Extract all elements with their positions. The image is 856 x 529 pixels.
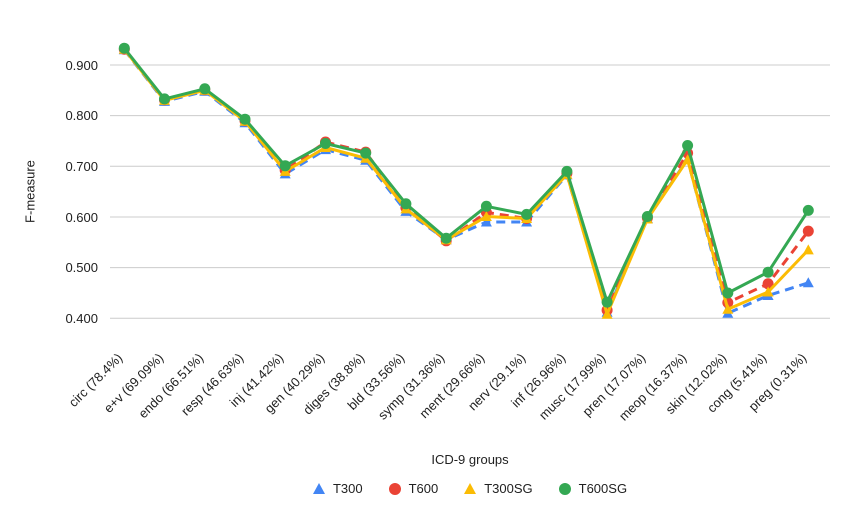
legend-label: T300SG bbox=[484, 481, 533, 496]
y-axis-tick-label: 0.400 bbox=[65, 310, 98, 326]
data-point-t600sg[interactable] bbox=[561, 165, 573, 177]
data-point-t600[interactable] bbox=[802, 225, 814, 237]
data-point-t600sg[interactable] bbox=[440, 232, 452, 244]
data-point-t300sg[interactable] bbox=[682, 154, 694, 165]
data-point-t300sg[interactable] bbox=[802, 244, 814, 255]
y-axis-title: F-measure bbox=[22, 160, 38, 223]
series-line-t600sg bbox=[123, 47, 810, 304]
data-point-t600sg[interactable] bbox=[159, 93, 170, 105]
data-point-t300sg[interactable] bbox=[762, 286, 774, 297]
data-point-t600sg[interactable] bbox=[521, 208, 533, 220]
data-point-t600sg[interactable] bbox=[722, 287, 734, 299]
series-line-t300 bbox=[123, 48, 809, 315]
x-axis-title: ICD-9 groups bbox=[431, 452, 509, 467]
data-point-t600sg[interactable] bbox=[239, 113, 251, 125]
circle-marker-icon bbox=[388, 482, 401, 495]
legend-item-t600sg[interactable]: T600SG bbox=[558, 481, 628, 496]
data-point-t600sg[interactable] bbox=[641, 211, 653, 222]
data-point-t300[interactable] bbox=[802, 277, 814, 288]
legend-label: T600 bbox=[408, 481, 439, 496]
data-point-t300sg[interactable] bbox=[722, 303, 734, 314]
data-point-t600sg[interactable] bbox=[762, 266, 774, 278]
data-point-t600sg[interactable] bbox=[360, 147, 372, 159]
legend-item-t600[interactable]: T600 bbox=[388, 481, 439, 496]
triangle-marker-icon bbox=[464, 483, 477, 494]
legend-label: T600SG bbox=[578, 481, 628, 496]
y-axis-tick-label: 0.500 bbox=[65, 260, 98, 276]
legend-label: T300 bbox=[332, 481, 363, 496]
data-point-t300sg[interactable] bbox=[480, 211, 492, 221]
data-point-t600sg[interactable] bbox=[118, 42, 130, 54]
legend-item-t300sg[interactable]: T300SG bbox=[464, 481, 533, 496]
data-point-t600sg[interactable] bbox=[601, 296, 613, 308]
data-point-t600sg[interactable] bbox=[400, 198, 412, 210]
data-point-t600[interactable] bbox=[762, 278, 774, 290]
data-point-t600sg[interactable] bbox=[199, 83, 211, 95]
series-line-t600 bbox=[123, 48, 810, 312]
y-axis-tick-label: 0.900 bbox=[65, 57, 98, 73]
series-line-t300sg bbox=[123, 48, 810, 316]
data-point-t600sg[interactable] bbox=[802, 204, 814, 216]
data-point-t600sg[interactable] bbox=[682, 140, 694, 151]
data-point-t300[interactable] bbox=[480, 216, 492, 227]
data-point-t600sg[interactable] bbox=[480, 200, 492, 212]
legend: T300 T600 T300SG T600SG bbox=[110, 481, 830, 496]
circle-marker-icon bbox=[558, 482, 571, 495]
legend-item-t300[interactable]: T300 bbox=[312, 481, 363, 496]
y-axis-tick-label: 0.700 bbox=[65, 158, 98, 174]
data-point-t300sg[interactable] bbox=[601, 308, 613, 319]
y-axis-tick-label: 0.800 bbox=[65, 108, 98, 124]
triangle-marker-icon bbox=[312, 483, 325, 494]
data-point-t600sg[interactable] bbox=[320, 138, 331, 149]
data-point-t600sg[interactable] bbox=[279, 160, 291, 172]
y-axis-tick-label: 0.600 bbox=[65, 209, 98, 225]
